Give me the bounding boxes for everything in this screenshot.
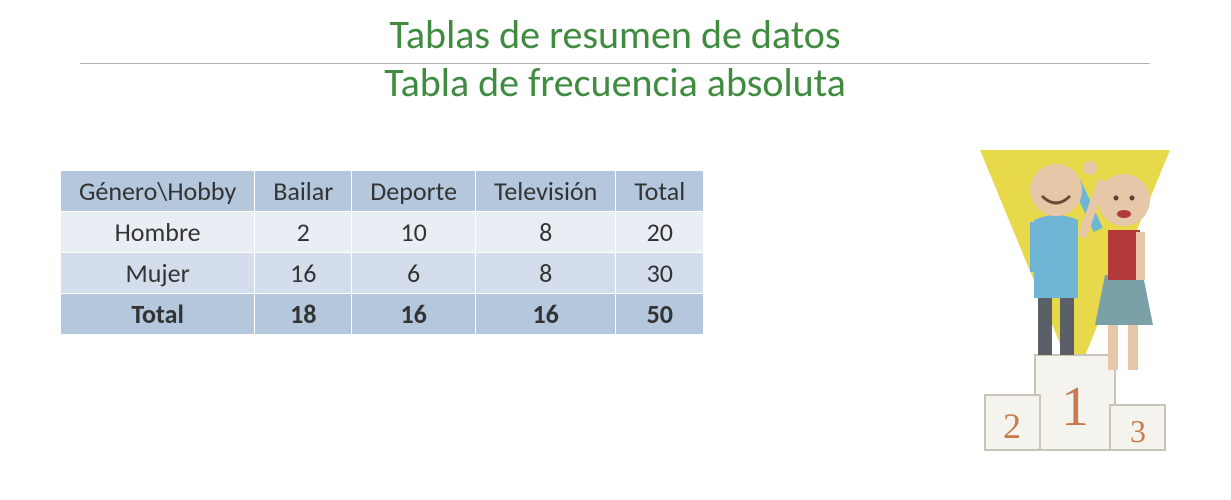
table-column-header: Deporte bbox=[352, 171, 476, 212]
row-label: Hombre bbox=[61, 212, 255, 253]
table-cell: 10 bbox=[352, 212, 476, 253]
table-total-row: Total 18 16 16 50 bbox=[61, 294, 704, 335]
table-cell: 8 bbox=[476, 253, 616, 294]
table-corner-cell: Género\Hobby bbox=[61, 171, 255, 212]
table-cell-grand-total: 50 bbox=[616, 294, 704, 335]
table-column-header: Televisión bbox=[476, 171, 616, 212]
table-header-row: Género\Hobby Bailar Deporte Televisión T… bbox=[61, 171, 704, 212]
table-cell-row-total: 30 bbox=[616, 253, 704, 294]
svg-text:3: 3 bbox=[1130, 413, 1146, 449]
table-cell: 8 bbox=[476, 212, 616, 253]
svg-text:1: 1 bbox=[1061, 376, 1089, 438]
table-cell-col-total: 18 bbox=[255, 294, 352, 335]
table-cell-col-total: 16 bbox=[476, 294, 616, 335]
row-label-total: Total bbox=[61, 294, 255, 335]
svg-text:2: 2 bbox=[1003, 406, 1021, 446]
page-title: Tablas de resumen de datos bbox=[80, 10, 1150, 59]
title-block: Tablas de resumen de datos Tabla de frec… bbox=[80, 10, 1150, 107]
table-cell: 2 bbox=[255, 212, 352, 253]
frequency-table: Género\Hobby Bailar Deporte Televisión T… bbox=[60, 170, 704, 335]
table-cell-col-total: 16 bbox=[352, 294, 476, 335]
table-cell: 6 bbox=[352, 253, 476, 294]
table-row: Mujer 16 6 8 30 bbox=[61, 253, 704, 294]
table-row: Hombre 2 10 8 20 bbox=[61, 212, 704, 253]
high-five-icon bbox=[1083, 161, 1097, 175]
podium-clipart: 1 2 3 bbox=[960, 120, 1190, 470]
row-label: Mujer bbox=[61, 253, 255, 294]
table-cell: 16 bbox=[255, 253, 352, 294]
table-cell-row-total: 20 bbox=[616, 212, 704, 253]
page-subtitle: Tabla de frecuencia absoluta bbox=[80, 58, 1150, 107]
table-column-header-total: Total bbox=[616, 171, 704, 212]
table-column-header: Bailar bbox=[255, 171, 352, 212]
podium-clipart-svg: 1 2 3 bbox=[960, 120, 1190, 470]
